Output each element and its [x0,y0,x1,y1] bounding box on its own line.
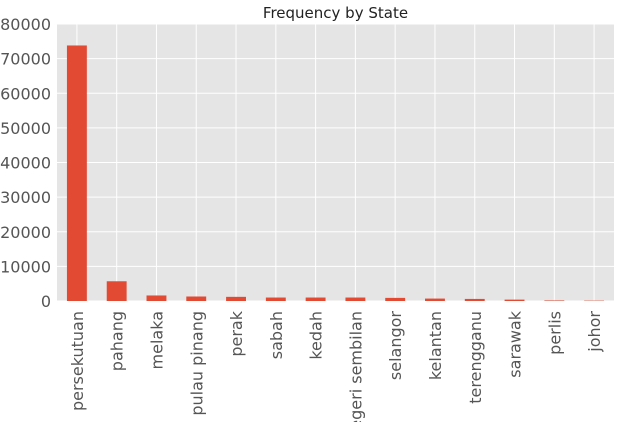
x-tick-label: sabah [267,311,286,359]
chart-title: Frequency by State [263,4,408,22]
x-tick-label: perlis [545,311,564,355]
y-tick-label: 20000 [0,223,51,242]
x-tick-labels: persekutuan pahang melaka pulau pinang perak… [68,310,604,422]
bar-perak [226,296,246,301]
x-tick-label: terengganu [466,311,485,404]
bar-pahang [106,281,127,301]
x-tick-label: kedah [307,311,326,360]
y-tick-label: 0 [41,292,51,311]
x-tick-label: persekutuan [68,311,87,411]
bar-kelantan [425,298,445,301]
x-tick-label: selangor [386,311,405,381]
bar-negeri-sembilan [345,297,366,301]
bar-pulau-pinang [186,296,207,301]
x-tick-label: pahang [108,311,127,371]
bar-sarawak [504,299,525,301]
y-tick-label: 30000 [0,188,51,207]
y-tick-label: 60000 [0,84,51,103]
x-tick-label: perak [227,310,246,356]
bar-terengganu [464,298,485,301]
bar-melaka [146,295,167,301]
y-tick-label: 40000 [0,154,51,173]
x-tick-label: johor [585,311,604,353]
bar-kedah [305,297,326,301]
bars [66,45,605,301]
x-tick-label: sarawak [506,310,525,377]
y-tick-labels: 0 10000 20000 30000 40000 50000 60000 70000 8000… [0,15,51,311]
y-tick-label: 50000 [0,119,51,138]
bar-perlis [544,300,565,301]
bar-persekutuan [66,45,87,301]
y-tick-label: 70000 [0,50,51,69]
y-tick-label: 10000 [0,257,51,276]
x-tick-label: negeri sembilan [346,311,365,422]
x-tick-label: kelantan [426,311,445,380]
bar-sabah [265,297,286,301]
x-tick-label: pulau pinang [187,311,206,416]
x-tick-label: melaka [147,311,166,369]
y-tick-label: 80000 [0,15,51,34]
bar-selangor [385,297,406,301]
